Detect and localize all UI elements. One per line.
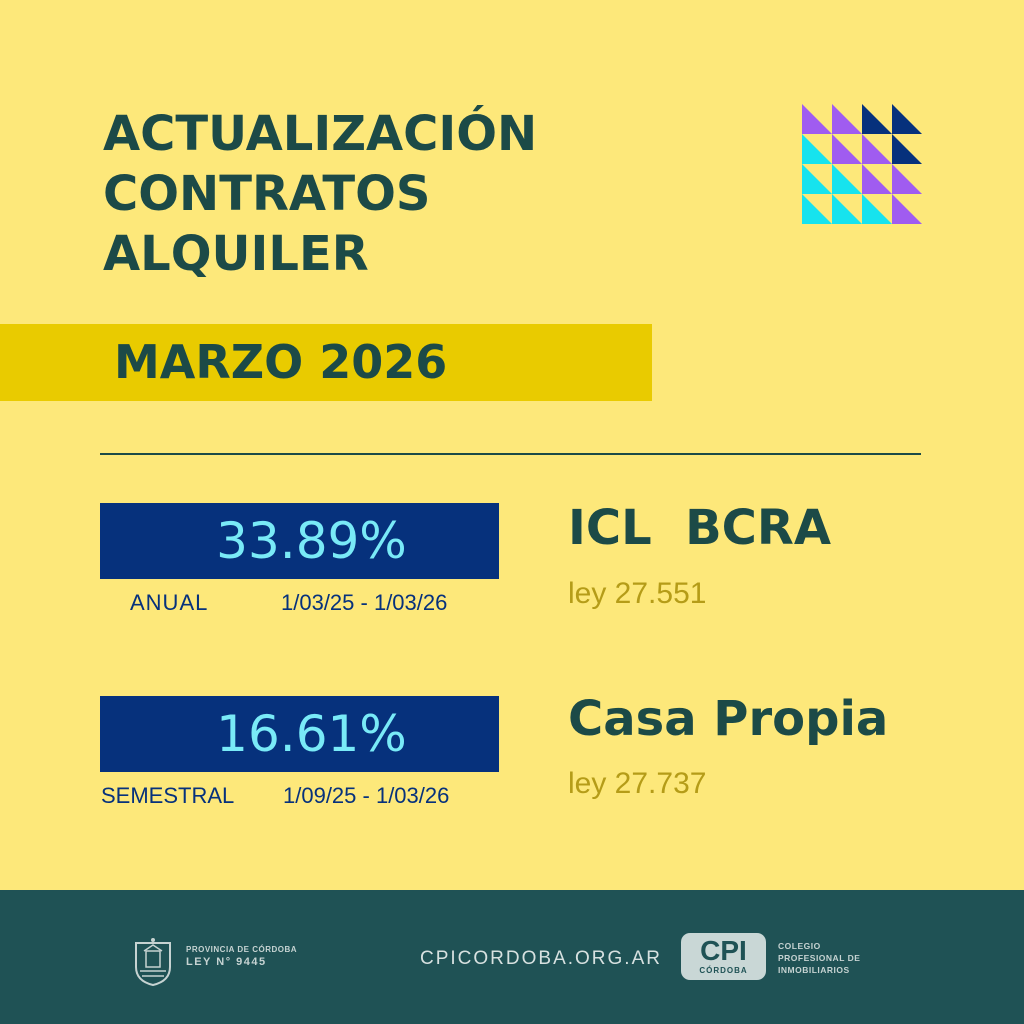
- index-name-icl: ICL BCRA: [568, 500, 832, 556]
- pattern-triangle: [892, 194, 922, 224]
- pattern-triangle: [862, 104, 892, 134]
- date-range-icl: 1/03/25 - 1/03/26: [281, 590, 448, 615]
- province-name: PROVINCIA DE CÓRDOBA: [186, 945, 298, 954]
- organization-name: COLEGIO PROFESIONAL DE INMOBILIARIOS: [778, 940, 860, 976]
- period-band: MARZO 2026: [0, 324, 652, 401]
- website-link[interactable]: CPICORDOBA.ORG.AR: [420, 948, 662, 969]
- province-crest-icon: [135, 938, 171, 987]
- pattern-triangle: [862, 194, 892, 224]
- page-title: ACTUALIZACIÓN CONTRATOS ALQUILER: [103, 104, 537, 284]
- rate-box-icl: 33.89%: [100, 503, 499, 579]
- pattern-triangle: [892, 104, 922, 134]
- pattern-triangle: [892, 134, 922, 164]
- pattern-triangle: [832, 194, 862, 224]
- title-line-3: ALQUILER: [103, 226, 369, 282]
- pattern-triangle: [802, 194, 832, 224]
- triangle-pattern-graphic: [802, 104, 922, 224]
- province-text: PROVINCIA DE CÓRDOBA LEY N° 9445: [186, 943, 297, 969]
- pattern-triangle: [802, 134, 832, 164]
- pattern-triangle: [832, 104, 862, 134]
- title-line-1: ACTUALIZACIÓN: [103, 106, 538, 162]
- org-line-2: PROFESIONAL DE: [778, 953, 861, 963]
- pattern-triangle: [862, 134, 892, 164]
- cpi-logo: CPI CÓRDOBA: [681, 933, 766, 980]
- org-line-3: INMOBILIARIOS: [778, 965, 850, 975]
- period-label: MARZO 2026: [114, 335, 448, 389]
- law-casa-propia: ley 27.737: [568, 767, 707, 800]
- pattern-triangle: [862, 164, 892, 194]
- cpi-logo-city: CÓRDOBA: [699, 966, 748, 975]
- period-type-icl: ANUAL: [130, 590, 209, 615]
- org-line-1: COLEGIO: [778, 941, 821, 951]
- title-line-2: CONTRATOS: [103, 166, 431, 222]
- pattern-triangle: [802, 104, 832, 134]
- pattern-triangle: [892, 164, 922, 194]
- cpi-logo-acronym: CPI: [700, 935, 747, 966]
- date-range-casa-propia: 1/09/25 - 1/03/26: [283, 783, 450, 808]
- pattern-triangle: [832, 164, 862, 194]
- pattern-triangle: [802, 164, 832, 194]
- rate-value-icl: 33.89%: [216, 512, 407, 570]
- period-type-casa-propia: SEMESTRAL: [101, 783, 235, 808]
- pattern-triangle: [832, 134, 862, 164]
- rate-box-casa-propia: 16.61%: [100, 696, 499, 772]
- index-name-casa-propia: Casa Propia: [568, 691, 889, 747]
- footer: PROVINCIA DE CÓRDOBA LEY N° 9445 CPICORD…: [0, 890, 1024, 1024]
- province-law: LEY N° 9445: [186, 956, 267, 968]
- divider: [100, 453, 921, 455]
- law-icl: ley 27.551: [568, 577, 707, 610]
- rate-value-casa-propia: 16.61%: [216, 705, 407, 763]
